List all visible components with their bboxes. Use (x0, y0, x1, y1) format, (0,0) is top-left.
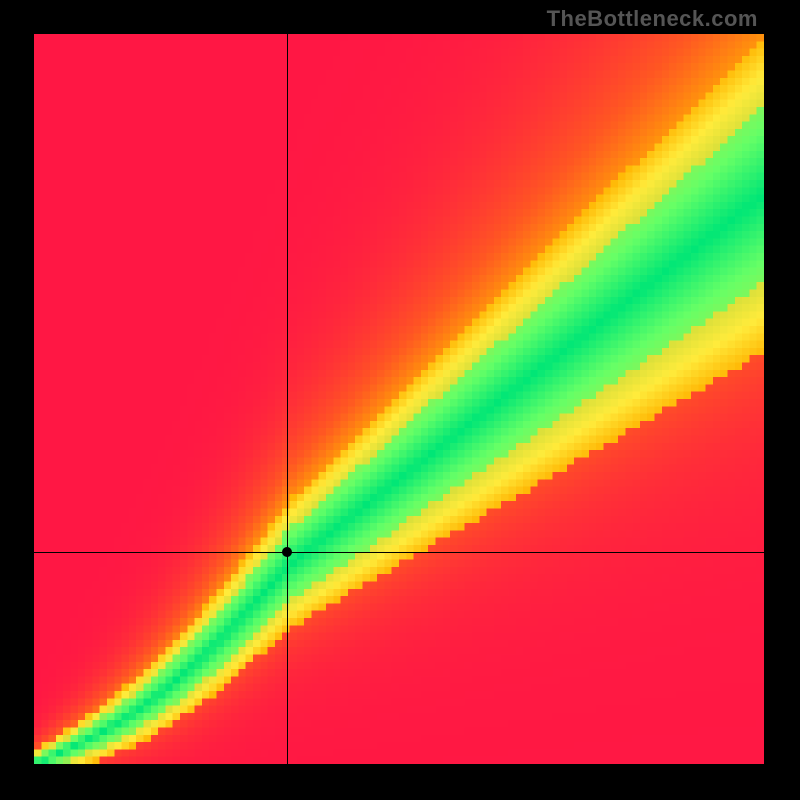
watermark-text: TheBottleneck.com (547, 6, 758, 32)
heatmap-canvas (34, 34, 764, 764)
crosshair-horizontal (34, 552, 764, 553)
crosshair-vertical (287, 34, 288, 764)
heatmap-plot-area (34, 34, 764, 764)
